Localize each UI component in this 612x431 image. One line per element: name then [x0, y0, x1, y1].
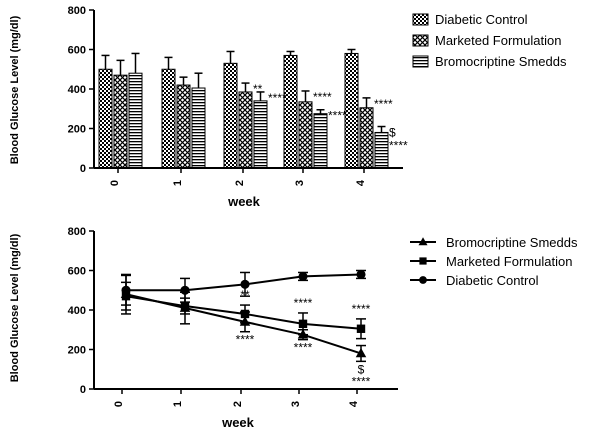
significance-label: $ — [389, 126, 396, 140]
legend-swatch — [412, 34, 429, 47]
data-point — [298, 271, 308, 281]
data-point — [298, 319, 308, 329]
bar — [253, 100, 268, 169]
x-tick-label: 0 — [109, 180, 121, 186]
bar — [223, 62, 238, 169]
bar — [113, 74, 128, 169]
legend-label: Bromocriptine Smedds — [435, 54, 567, 69]
legend-label: Diabetic Control — [435, 12, 528, 27]
y-tick-label: 200 — [68, 124, 86, 136]
significance-label: **** — [374, 97, 393, 111]
bar — [98, 68, 113, 169]
line-marks — [120, 269, 367, 363]
bar-y-axis-title: Blood Glucose Level (mg/dl) — [9, 15, 21, 164]
significance-label: **** — [294, 341, 313, 355]
line-y-ticks: 0 200 400 600 800 — [68, 226, 94, 396]
bar — [191, 87, 206, 169]
bar — [298, 101, 313, 169]
y-tick-label: 0 — [80, 384, 86, 396]
y-tick-label: 400 — [68, 84, 86, 96]
x-tick-label: 3 — [294, 180, 306, 186]
significance-label: **** — [268, 91, 287, 105]
significance-label: **** — [294, 296, 313, 310]
significance-label: **** — [389, 139, 408, 153]
x-tick-label: 4 — [355, 179, 367, 186]
data-point — [419, 257, 427, 265]
legend-swatch — [412, 13, 429, 26]
line-legend: Bromocriptine Smedds Marketed Formulation… — [410, 235, 578, 288]
bar — [283, 54, 298, 169]
legend-swatch — [412, 55, 429, 68]
x-tick-label: 1 — [172, 180, 184, 186]
bar — [359, 107, 374, 169]
bar — [176, 84, 191, 169]
line-x-axis-title: week — [221, 415, 255, 430]
y-tick-label: 0 — [80, 163, 86, 175]
x-tick-label: 3 — [290, 401, 302, 407]
legend-label: Diabetic Control — [446, 273, 539, 288]
line-y-axis-title-group: Blood Glucose Level (mg/dl) — [9, 233, 21, 382]
bar-x-ticks: 0 1 2 3 4 — [109, 168, 367, 186]
bar — [128, 72, 143, 169]
y-tick-label: 600 — [68, 266, 86, 278]
x-tick-label: 4 — [348, 400, 360, 407]
y-tick-label: 600 — [68, 45, 86, 57]
significance-label: ** — [253, 82, 263, 96]
bar-chart-panel: Blood Glucose Level (mg/dl) 0 200 400 600 80… — [9, 5, 567, 209]
significance-label: **** — [236, 333, 255, 347]
data-point — [121, 285, 131, 295]
y-tick-label: 400 — [68, 305, 86, 317]
data-point — [356, 324, 366, 333]
data-point — [419, 276, 427, 284]
data-point — [240, 309, 250, 319]
bar — [344, 52, 359, 169]
bar — [313, 113, 328, 169]
x-tick-label: 1 — [172, 401, 184, 407]
legend-label: Bromocriptine Smedds — [446, 235, 578, 250]
line-annotations: ******************$**** — [236, 288, 371, 388]
y-tick-label: 200 — [68, 345, 86, 357]
line-x-ticks: 0 1 2 3 4 — [113, 389, 360, 407]
x-tick-label: 2 — [232, 401, 244, 407]
bar-legend: Diabetic Control Marketed Formulation Brom… — [412, 12, 567, 69]
bar-x-axis-title: week — [227, 194, 261, 209]
significance-label: **** — [328, 109, 347, 123]
y-tick-label: 800 — [68, 226, 86, 238]
data-point — [355, 347, 367, 358]
line-y-axis-title: Blood Glucose Level (mg/dl) — [9, 233, 21, 382]
data-point — [356, 269, 366, 280]
bar — [374, 131, 389, 169]
bar — [238, 91, 253, 169]
data-point — [180, 285, 190, 295]
y-tick-label: 800 — [68, 5, 86, 17]
bar — [161, 68, 176, 169]
x-tick-label: 0 — [113, 401, 125, 407]
legend-label: Marketed Formulation — [446, 254, 572, 269]
significance-label: $ — [358, 362, 365, 376]
data-point — [180, 301, 190, 311]
significance-label: **** — [313, 90, 332, 104]
x-tick-label: 2 — [234, 180, 246, 186]
legend-label: Marketed Formulation — [435, 33, 561, 48]
data-point — [418, 237, 428, 246]
bar-annotations: ****** ************$**** — [253, 82, 408, 152]
line-chart-panel: Blood Glucose Level (mg/dl) 0 200 400 600 80… — [9, 226, 578, 430]
bar-y-axis-title-group: Blood Glucose Level (mg/dl) — [9, 15, 21, 164]
data-point — [240, 279, 250, 289]
significance-label: **** — [352, 374, 371, 388]
significance-label: **** — [352, 302, 371, 316]
significance-label: ** — [240, 288, 250, 302]
bar-y-ticks: 0 200 400 600 800 — [68, 5, 94, 175]
